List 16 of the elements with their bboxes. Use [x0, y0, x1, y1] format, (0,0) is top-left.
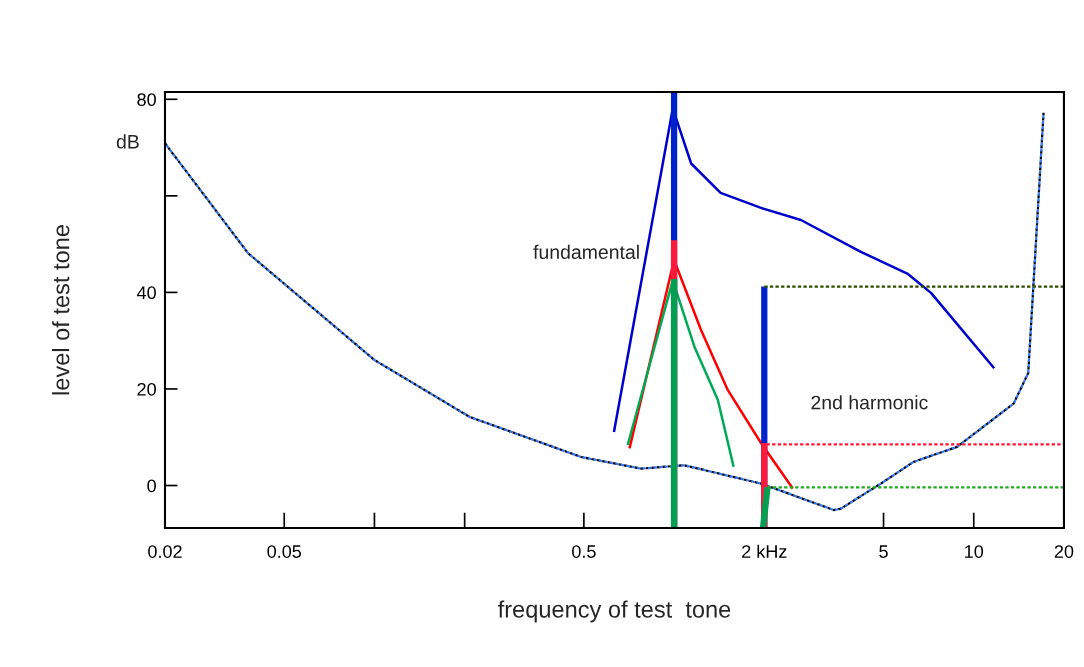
y-tick-label: 40: [136, 286, 156, 300]
x-tick-label: 0.5: [572, 545, 596, 558]
text: dB: [116, 134, 139, 149]
annotation: 2nd harmonic: [811, 395, 928, 410]
y-tick-label: 80: [137, 93, 156, 107]
x-tick-label: 20: [1054, 545, 1074, 558]
x-tick-label: 10: [965, 545, 984, 558]
y-axis-title: level of test tone: [52, 225, 70, 395]
y-tick-label: 20: [137, 382, 156, 396]
x-tick-label: 2 kHz: [742, 544, 787, 558]
x-tick-label: 0.05: [267, 545, 302, 558]
x-axis-title: frequency of test tone: [497, 600, 731, 623]
y-tick-label: 0: [147, 479, 156, 493]
x-tick-label: 5: [879, 545, 888, 558]
x-tick-label: 0.02: [148, 545, 182, 558]
annotation: fundamental: [533, 244, 639, 259]
